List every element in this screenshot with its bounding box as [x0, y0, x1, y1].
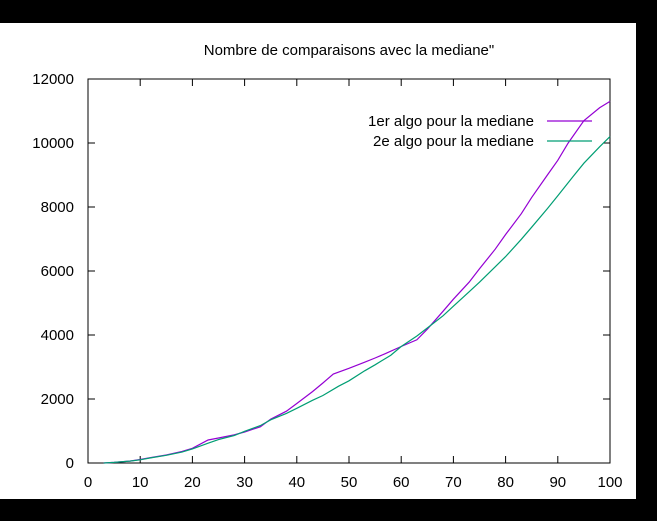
x-tick-label: 40 — [288, 474, 305, 491]
x-tick-label: 50 — [341, 474, 358, 491]
x-tick-label: 30 — [236, 474, 253, 491]
chart-title: Nombre de comparaisons avec la mediane" — [204, 42, 494, 59]
plot-area: Nombre de comparaisons avec la mediane" 0… — [0, 23, 636, 499]
series-line-2 — [103, 136, 611, 464]
legend-label-1: 1er algo pour la mediane — [368, 113, 534, 130]
y-tick-label: 0 — [66, 455, 74, 472]
x-tick-label: 100 — [597, 474, 622, 491]
x-tick-label: 10 — [132, 474, 149, 491]
x-tick-label: 70 — [445, 474, 462, 491]
series-line-1 — [103, 100, 611, 464]
y-tick-label: 6000 — [41, 263, 74, 280]
y-tick-label: 4000 — [41, 327, 74, 344]
legend-label-2: 2e algo pour la mediane — [373, 133, 534, 150]
x-tick-label: 60 — [393, 474, 410, 491]
x-tick-label: 90 — [549, 474, 566, 491]
y-tick-label: 8000 — [41, 199, 74, 216]
y-tick-label: 2000 — [41, 391, 74, 408]
y-tick-label: 10000 — [32, 135, 74, 152]
line-chart: Nombre de comparaisons avec la mediane" 0… — [32, 42, 622, 491]
x-tick-label: 80 — [497, 474, 514, 491]
x-tick-label: 20 — [184, 474, 201, 491]
y-tick-label: 12000 — [32, 71, 74, 88]
x-tick-label: 0 — [84, 474, 92, 491]
